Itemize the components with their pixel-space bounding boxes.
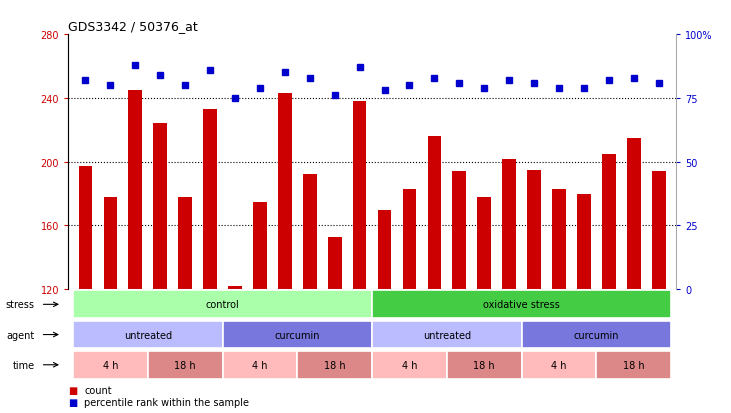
Text: percentile rank within the sample: percentile rank within the sample	[84, 397, 249, 407]
Bar	[378, 210, 391, 290]
Text: time: time	[12, 360, 34, 370]
Bar	[452, 172, 466, 290]
Bar	[278, 94, 292, 290]
Text: count: count	[84, 385, 112, 395]
Bar	[298, 351, 372, 379]
Text: agent: agent	[7, 330, 34, 340]
Bar	[228, 286, 242, 290]
Bar	[73, 351, 148, 379]
Bar	[577, 194, 591, 290]
Text: GDS3342 / 50376_at: GDS3342 / 50376_at	[68, 19, 197, 33]
Text: curcumin: curcumin	[574, 330, 619, 340]
Text: 18 h: 18 h	[474, 360, 495, 370]
Bar	[596, 351, 671, 379]
Bar	[203, 110, 217, 290]
Bar	[104, 197, 117, 290]
Bar	[372, 291, 671, 318]
Text: 18 h: 18 h	[174, 360, 196, 370]
Text: control: control	[205, 299, 239, 310]
Bar	[447, 351, 522, 379]
Bar	[353, 102, 366, 290]
Bar	[552, 189, 566, 290]
Bar	[372, 321, 522, 349]
Bar	[627, 138, 640, 290]
Bar	[222, 351, 298, 379]
Bar	[73, 291, 372, 318]
Bar	[222, 321, 372, 349]
Bar	[148, 351, 222, 379]
Text: 4 h: 4 h	[402, 360, 417, 370]
Text: ■: ■	[68, 397, 77, 407]
Text: stress: stress	[6, 299, 34, 310]
Text: 18 h: 18 h	[623, 360, 645, 370]
Bar	[253, 202, 267, 290]
Bar	[303, 175, 317, 290]
Bar	[602, 154, 616, 290]
Bar	[129, 91, 142, 290]
Text: curcumin: curcumin	[275, 330, 320, 340]
Bar	[78, 167, 92, 290]
Text: 4 h: 4 h	[551, 360, 567, 370]
Text: 18 h: 18 h	[324, 360, 346, 370]
Text: oxidative stress: oxidative stress	[483, 299, 560, 310]
Bar	[327, 237, 341, 290]
Bar	[477, 197, 491, 290]
Bar	[502, 159, 516, 290]
Bar	[522, 321, 671, 349]
Text: 4 h: 4 h	[102, 360, 118, 370]
Bar	[154, 124, 167, 290]
Bar	[403, 189, 417, 290]
Bar	[652, 172, 666, 290]
Text: untreated: untreated	[423, 330, 471, 340]
Bar	[527, 170, 541, 290]
Text: ■: ■	[68, 385, 77, 395]
Bar	[522, 351, 596, 379]
Bar	[372, 351, 447, 379]
Bar	[178, 197, 192, 290]
Bar	[428, 137, 442, 290]
Bar	[73, 321, 222, 349]
Text: 4 h: 4 h	[252, 360, 268, 370]
Text: untreated: untreated	[124, 330, 172, 340]
